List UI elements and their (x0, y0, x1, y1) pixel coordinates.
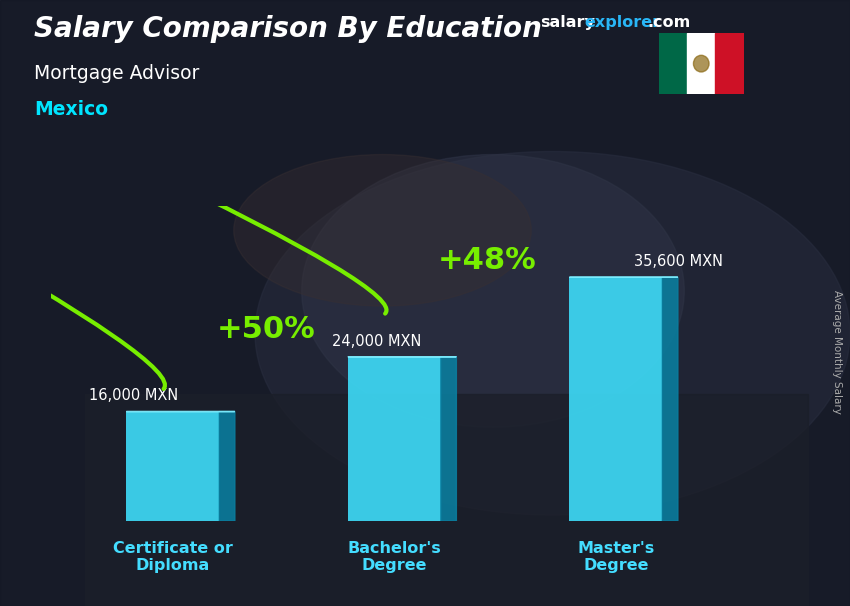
Text: +50%: +50% (217, 315, 315, 344)
Bar (659, 33, 687, 94)
Text: .com: .com (648, 15, 691, 30)
Polygon shape (662, 278, 678, 521)
Text: Average Monthly Salary: Average Monthly Salary (832, 290, 842, 413)
Text: Mortgage Advisor: Mortgage Advisor (34, 64, 200, 82)
Text: 24,000 MXN: 24,000 MXN (332, 333, 422, 348)
Ellipse shape (302, 155, 684, 427)
Text: 16,000 MXN: 16,000 MXN (88, 388, 178, 404)
Bar (127, 411, 219, 521)
Bar (716, 33, 744, 94)
Bar (570, 278, 662, 521)
Polygon shape (441, 357, 456, 521)
Text: +48%: +48% (438, 247, 536, 275)
Polygon shape (219, 411, 235, 521)
Bar (85, 394, 808, 606)
Ellipse shape (694, 55, 709, 72)
Text: 35,600 MXN: 35,600 MXN (633, 254, 722, 269)
Text: salary: salary (540, 15, 595, 30)
Bar (687, 33, 716, 94)
Text: explorer: explorer (585, 15, 661, 30)
FancyArrowPatch shape (0, 0, 165, 389)
Ellipse shape (255, 152, 850, 515)
Bar (348, 357, 441, 521)
Text: Mexico: Mexico (34, 100, 108, 119)
Text: Salary Comparison By Education: Salary Comparison By Education (34, 15, 542, 43)
Ellipse shape (234, 155, 531, 306)
FancyArrowPatch shape (0, 0, 387, 313)
